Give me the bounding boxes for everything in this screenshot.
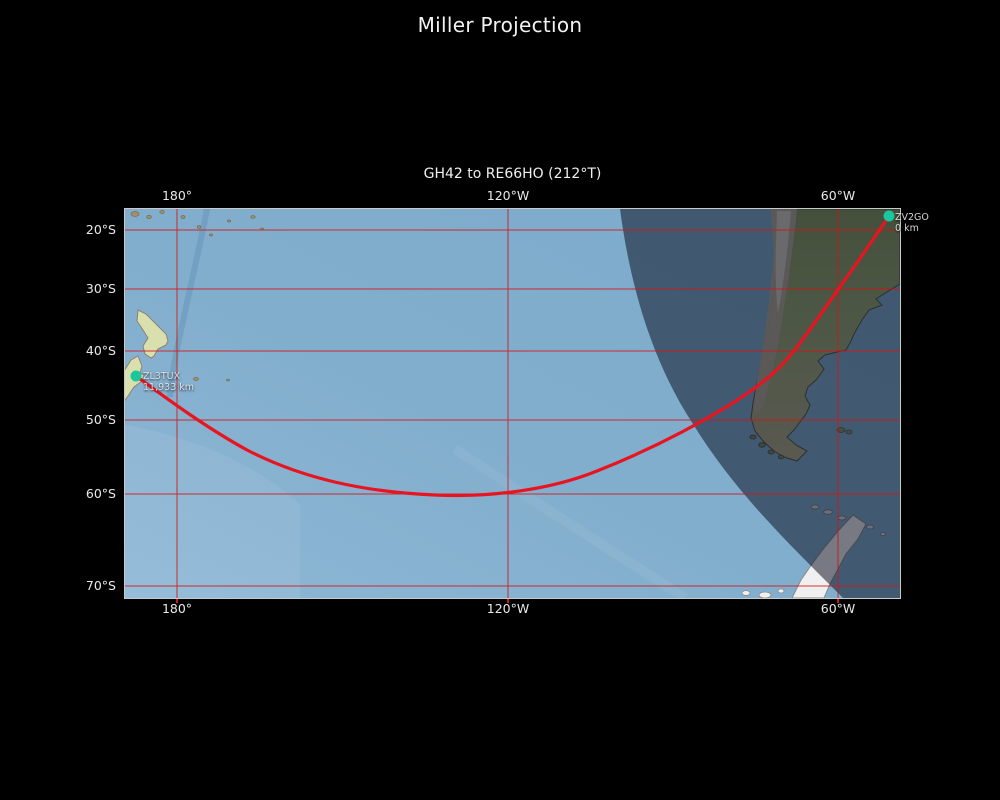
destination-distance: 0 km xyxy=(895,223,919,234)
origin-distance: 11,933 km xyxy=(143,382,195,393)
origin-callsign: ZL3TUX xyxy=(143,371,181,382)
nz-north-island xyxy=(136,309,169,359)
destination-marker-label: ZV2GO 0 km xyxy=(895,212,929,234)
map-plot-area xyxy=(125,209,900,598)
great-circle-route xyxy=(134,214,891,498)
map-subtitle: GH42 to RE66HO (212°T) xyxy=(423,166,602,182)
lon-label-top-120w: 120°W xyxy=(486,188,530,203)
lat-label-60s: 60°S xyxy=(85,486,116,501)
tick-bottom-180 xyxy=(176,599,178,603)
lat-label-30s: 30°S xyxy=(85,281,116,296)
campbell-plateau-shading xyxy=(125,424,300,598)
lat-label-50s: 50°S xyxy=(85,412,116,427)
lon-label-bottom-60w: 60°W xyxy=(820,601,856,616)
pacific-islands xyxy=(130,210,264,382)
origin-marker-label: ZL3TUX 11,933 km xyxy=(143,371,194,393)
tick-bottom-60w xyxy=(837,599,839,603)
destination-callsign: ZV2GO xyxy=(895,212,929,223)
lon-label-bottom-120w: 120°W xyxy=(486,601,530,616)
ice-fragments xyxy=(741,588,785,598)
lon-label-top-180: 180° xyxy=(161,188,193,203)
night-terminator-shadow xyxy=(620,209,900,598)
kermadec-trench xyxy=(167,209,211,398)
map-svg xyxy=(125,209,900,598)
page-title: Miller Projection xyxy=(417,13,583,37)
lon-label-top-60w: 60°W xyxy=(820,188,856,203)
lat-label-40s: 40°S xyxy=(85,343,116,358)
tick-bottom-120w xyxy=(507,599,509,603)
pacific-rise-shading xyxy=(452,444,688,598)
lat-label-70s: 70°S xyxy=(85,578,116,593)
destination-marker-dot xyxy=(883,210,895,222)
lon-label-bottom-180: 180° xyxy=(161,601,193,616)
graticule xyxy=(125,209,900,598)
lat-label-20s: 20°S xyxy=(85,222,116,237)
origin-marker-dot xyxy=(130,370,142,382)
